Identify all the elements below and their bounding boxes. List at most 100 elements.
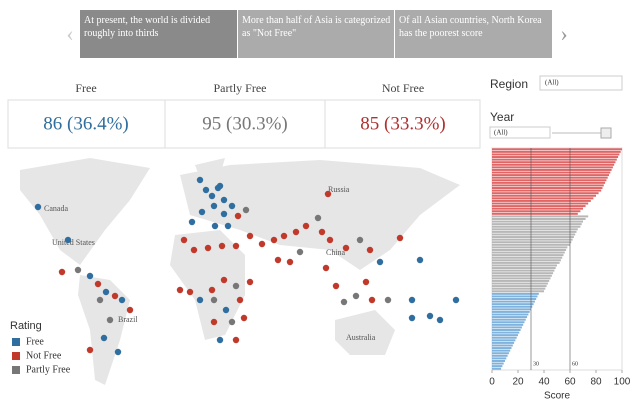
country-dot[interactable] — [280, 232, 288, 240]
bar — [492, 230, 577, 233]
country-dot[interactable] — [190, 246, 198, 254]
country-dot[interactable] — [208, 192, 216, 200]
reference-label: 30 — [533, 361, 539, 367]
country-dot[interactable] — [176, 286, 184, 294]
country-dot[interactable] — [396, 234, 404, 242]
country-dot[interactable] — [222, 306, 230, 314]
country-dot[interactable] — [198, 208, 206, 216]
country-dot[interactable] — [96, 296, 104, 304]
bar — [492, 341, 515, 344]
country-dot[interactable] — [216, 336, 224, 344]
tab[interactable] — [395, 10, 552, 58]
country-dot[interactable] — [188, 218, 196, 226]
country-dot[interactable] — [210, 318, 218, 326]
country-dot[interactable] — [234, 212, 242, 220]
country-dot[interactable] — [126, 306, 134, 314]
country-dot[interactable] — [186, 288, 194, 296]
country-dot[interactable] — [436, 316, 444, 324]
country-dot[interactable] — [202, 186, 210, 194]
country-dot[interactable] — [318, 228, 326, 236]
bar — [492, 199, 591, 202]
country-dot[interactable] — [224, 222, 232, 230]
country-dot[interactable] — [211, 222, 219, 230]
country-dot[interactable] — [240, 314, 248, 322]
country-dot[interactable] — [340, 298, 348, 306]
country-dot[interactable] — [204, 244, 212, 252]
country-dot[interactable] — [232, 282, 240, 290]
slider-thumb[interactable] — [600, 127, 612, 139]
bar — [492, 176, 608, 179]
country-dot[interactable] — [408, 314, 416, 322]
legend-item: Free — [26, 336, 44, 347]
country-dot[interactable] — [246, 278, 254, 286]
country-dot[interactable] — [86, 346, 94, 354]
country-dot[interactable] — [242, 206, 250, 214]
country-dot[interactable] — [218, 242, 226, 250]
year-input[interactable] — [489, 126, 551, 139]
bar — [492, 156, 619, 159]
country-dot[interactable] — [368, 296, 376, 304]
country-dot[interactable] — [220, 276, 228, 284]
country-dot[interactable] — [452, 296, 460, 304]
map-label: Russia — [328, 185, 350, 194]
country-dot[interactable] — [74, 266, 82, 274]
country-dot[interactable] — [64, 236, 72, 244]
country-dot[interactable] — [322, 264, 330, 272]
country-dot[interactable] — [111, 292, 119, 300]
country-dot[interactable] — [274, 256, 282, 264]
country-dot[interactable] — [232, 242, 240, 250]
country-dot[interactable] — [34, 203, 42, 211]
map-label: China — [326, 248, 346, 257]
country-dot[interactable] — [86, 272, 94, 280]
country-dot[interactable] — [94, 280, 102, 288]
country-dot[interactable] — [332, 282, 340, 290]
dropdown[interactable] — [539, 75, 623, 91]
bar — [492, 179, 607, 182]
country-dot[interactable] — [362, 278, 370, 286]
country-dot[interactable] — [326, 236, 334, 244]
tab[interactable] — [80, 10, 237, 58]
country-dot[interactable] — [356, 236, 364, 244]
country-dot[interactable] — [246, 232, 254, 240]
country-dot[interactable] — [208, 286, 216, 294]
country-dot[interactable] — [352, 292, 360, 300]
country-dot[interactable] — [408, 296, 416, 304]
country-dot[interactable] — [292, 228, 300, 236]
country-dot[interactable] — [426, 312, 434, 320]
country-dot[interactable] — [102, 288, 110, 296]
country-dot[interactable] — [232, 336, 240, 344]
country-dot[interactable] — [270, 236, 278, 244]
bar — [492, 171, 611, 174]
country-dot[interactable] — [180, 236, 188, 244]
country-dot[interactable] — [324, 190, 332, 198]
country-dot[interactable] — [236, 296, 244, 304]
country-dot[interactable] — [314, 214, 322, 222]
country-dot[interactable] — [384, 296, 392, 304]
country-dot[interactable] — [210, 296, 218, 304]
country-dot[interactable] — [220, 196, 228, 204]
country-dot[interactable] — [196, 296, 204, 304]
country-dot[interactable] — [216, 182, 224, 190]
country-dot[interactable] — [106, 316, 114, 324]
bar — [492, 251, 565, 254]
country-dot[interactable] — [376, 258, 384, 266]
country-dot[interactable] — [228, 202, 236, 210]
next-arrow[interactable]: › — [560, 21, 567, 46]
country-dot[interactable] — [196, 176, 204, 184]
country-dot[interactable] — [342, 244, 350, 252]
country-dot[interactable] — [210, 202, 218, 210]
country-dot[interactable] — [258, 240, 266, 248]
country-dot[interactable] — [100, 334, 108, 342]
tab[interactable] — [238, 10, 394, 58]
country-dot[interactable] — [286, 258, 294, 266]
country-dot[interactable] — [114, 348, 122, 356]
country-dot[interactable] — [58, 268, 66, 276]
country-dot[interactable] — [220, 210, 228, 218]
country-dot[interactable] — [296, 248, 304, 256]
country-dot[interactable] — [228, 318, 236, 326]
country-dot[interactable] — [416, 256, 424, 264]
prev-arrow[interactable]: ‹ — [66, 21, 73, 46]
country-dot[interactable] — [302, 222, 310, 230]
country-dot[interactable] — [118, 296, 126, 304]
country-dot[interactable] — [366, 246, 374, 254]
